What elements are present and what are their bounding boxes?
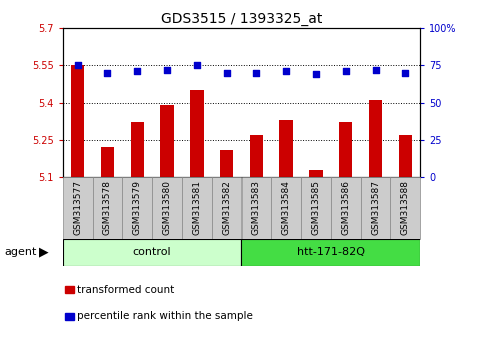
Point	[372, 67, 380, 73]
Point	[253, 70, 260, 76]
Bar	[339, 122, 353, 177]
Text: GSM313588: GSM313588	[401, 180, 410, 235]
Text: transformed count: transformed count	[77, 285, 174, 295]
Bar	[71, 65, 85, 177]
Bar	[152, 177, 182, 239]
Bar	[63, 177, 93, 239]
Bar	[101, 147, 114, 177]
Text: htt-171-82Q: htt-171-82Q	[297, 247, 365, 257]
Bar	[190, 90, 203, 177]
Point	[163, 67, 171, 73]
Bar	[122, 177, 152, 239]
Bar	[160, 105, 174, 177]
Text: GSM313579: GSM313579	[133, 180, 142, 235]
Text: percentile rank within the sample: percentile rank within the sample	[77, 311, 253, 321]
Point	[282, 69, 290, 74]
Bar	[361, 177, 390, 239]
Text: agent: agent	[5, 247, 37, 257]
Point	[104, 70, 112, 76]
Point	[401, 70, 409, 76]
Text: GSM313581: GSM313581	[192, 180, 201, 235]
Text: GSM313587: GSM313587	[371, 180, 380, 235]
Bar	[280, 120, 293, 177]
Bar	[390, 177, 420, 239]
Point	[193, 63, 201, 68]
Point	[223, 70, 230, 76]
Text: GSM313583: GSM313583	[252, 180, 261, 235]
Bar	[331, 177, 361, 239]
Bar	[242, 239, 420, 266]
Text: GSM313585: GSM313585	[312, 180, 320, 235]
Text: GSM313582: GSM313582	[222, 180, 231, 235]
Bar	[130, 122, 144, 177]
Bar	[93, 177, 122, 239]
Title: GDS3515 / 1393325_at: GDS3515 / 1393325_at	[161, 12, 322, 26]
Bar	[242, 177, 271, 239]
Bar	[301, 177, 331, 239]
Point	[342, 69, 350, 74]
Text: ▶: ▶	[39, 246, 48, 259]
Bar	[398, 135, 412, 177]
Bar	[250, 135, 263, 177]
Point	[133, 69, 141, 74]
Bar	[182, 177, 212, 239]
Text: GSM313584: GSM313584	[282, 180, 291, 235]
Bar	[369, 100, 382, 177]
Text: GSM313580: GSM313580	[163, 180, 171, 235]
Text: control: control	[133, 247, 171, 257]
Bar	[63, 239, 242, 266]
Text: GSM313586: GSM313586	[341, 180, 350, 235]
Bar	[220, 150, 233, 177]
Text: GSM313577: GSM313577	[73, 180, 82, 235]
Bar	[271, 177, 301, 239]
Point	[74, 63, 82, 68]
Text: GSM313578: GSM313578	[103, 180, 112, 235]
Point	[312, 72, 320, 77]
Bar	[309, 170, 323, 177]
Bar	[212, 177, 242, 239]
